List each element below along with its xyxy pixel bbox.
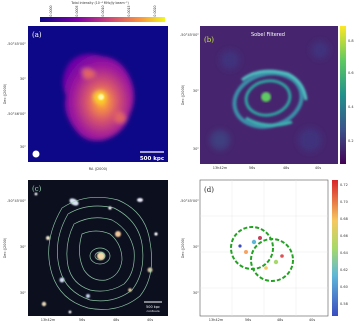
panel-c-label: (c): [32, 185, 42, 193]
cbar-b-3: 0.2: [348, 139, 354, 143]
beam-marker: [32, 150, 40, 158]
panel-b-title: Sobel Filtered: [251, 32, 285, 38]
cbar-tick-4: 0.0020: [153, 5, 157, 16]
data-points: [238, 236, 284, 270]
panel-d-figure: (d) 0.72 0.70 0.68 0.66 0.64 0.62 0.60 0…: [180, 179, 349, 322]
scalebar-text: 500 kpc: [140, 156, 164, 162]
cbar-tick-1: 0.0005: [75, 5, 79, 16]
panel-a-figure: Total intensity (10⁻⁴ MHz/Jy beam⁻¹) 0.0…: [3, 1, 168, 171]
panel-b: (b) Sobel Filtered 0.8 0.6 0.4 0.2 Dec (…: [180, 0, 359, 172]
cbar-d-1: 0.70: [340, 200, 348, 204]
cbar-d-7: 0.58: [340, 302, 348, 306]
ytick-b-2: 30": [193, 147, 199, 151]
ytick-b-0: -50°45'00": [180, 33, 199, 37]
cbar-b-0: 0.8: [348, 39, 354, 43]
cbar-d-4: 0.64: [340, 251, 349, 255]
colorbar-title: Total intensity (10⁻⁴ MHz/Jy beam⁻¹): [70, 1, 129, 5]
panel-d: (d) 0.72 0.70 0.68 0.66 0.64 0.62 0.60 0…: [180, 172, 359, 324]
ytick-c-1: 30": [20, 245, 26, 249]
ylabel-d: Dec (J2000): [181, 237, 185, 258]
scalebar-c-text: 500 kpc: [146, 305, 160, 309]
ylabel-c: Dec (J2000): [3, 237, 7, 258]
colorbar-a: [40, 17, 165, 22]
radio-contours: [48, 197, 152, 310]
xtick-b-1: 56s: [249, 166, 255, 170]
core-highlight: [261, 92, 271, 102]
cbar-d-6: 0.60: [340, 285, 348, 289]
cbar-d-2: 0.68: [340, 217, 348, 221]
background-noise: [210, 41, 329, 152]
scalebar-c-sub: contours: [146, 309, 160, 313]
panel-c-figure: (c) 500 kpc contours Dec (J2000) -50°45'…: [3, 180, 168, 322]
panel-b-figure: (b) Sobel Filtered 0.8 0.6 0.4 0.2 Dec (…: [180, 26, 354, 170]
colorbar-ticks: 0.0000 0.0005 0.0010 0.0015 0.0020: [49, 5, 157, 16]
cbar-d-0: 0.72: [340, 183, 348, 187]
cbar-d-3: 0.66: [340, 234, 348, 238]
ytick-d-0: -50°45'00": [180, 199, 199, 203]
xtick-b-2: 48s: [283, 166, 289, 170]
xtick-c-0: 13h42m: [41, 318, 56, 322]
ytick-a-0: -50°45'00": [7, 42, 26, 46]
cbar-b-1: 0.6: [348, 71, 354, 75]
ytick-a-2: -50°46'00": [7, 112, 26, 116]
panel-a: Total intensity (10⁻⁴ MHz/Jy beam⁻¹) 0.0…: [0, 0, 180, 172]
xtick-d-0: 13h42m: [209, 318, 224, 322]
xtick-c-1: 56s: [79, 318, 85, 322]
cbar-tick-3: 0.0015: [127, 5, 131, 16]
xtick-d-2: 48s: [277, 318, 283, 322]
colorbar-d: [332, 180, 338, 316]
ylabel-a: Dec (J2000): [3, 83, 7, 104]
ytick-d-1: 30": [193, 245, 199, 249]
ytick-c-2: 30": [20, 291, 26, 295]
cbar-d-5: 0.62: [340, 268, 348, 272]
panel-a-label: (a): [32, 31, 42, 39]
ytick-b-1: 30": [193, 89, 199, 93]
xtick-c-3: 40s: [147, 318, 153, 322]
emission-peak: [98, 94, 104, 100]
sobel-edges: [232, 69, 308, 129]
circle-right: [250, 238, 294, 282]
panel-c: (c) 500 kpc contours Dec (J2000) -50°45'…: [0, 172, 180, 324]
panel-d-label: (d): [204, 186, 214, 194]
ytick-a-1: 30": [20, 77, 26, 81]
panel-d-grid: [200, 180, 328, 316]
colorbar-b: [340, 26, 346, 164]
cbar-tick-0: 0.0000: [49, 5, 53, 16]
xtick-b-3: 40s: [315, 166, 321, 170]
xtick-c-2: 48s: [113, 318, 119, 322]
xtick-d-3: 40s: [309, 318, 315, 322]
cbar-b-2: 0.4: [348, 105, 354, 109]
ytick-c-0: -50°45'00": [7, 199, 26, 203]
ylabel-b: Dec (J2000): [181, 84, 185, 105]
ytick-a-3: 30": [20, 145, 26, 149]
xtick-d-1: 56s: [245, 318, 251, 322]
ytick-d-2: 30": [193, 291, 199, 295]
xtick-b-0: 13h42m: [213, 166, 228, 170]
xlabel-a: RA (J2000): [89, 167, 108, 171]
panel-b-label: (b): [204, 36, 214, 44]
cbar-tick-2: 0.0010: [101, 5, 105, 16]
